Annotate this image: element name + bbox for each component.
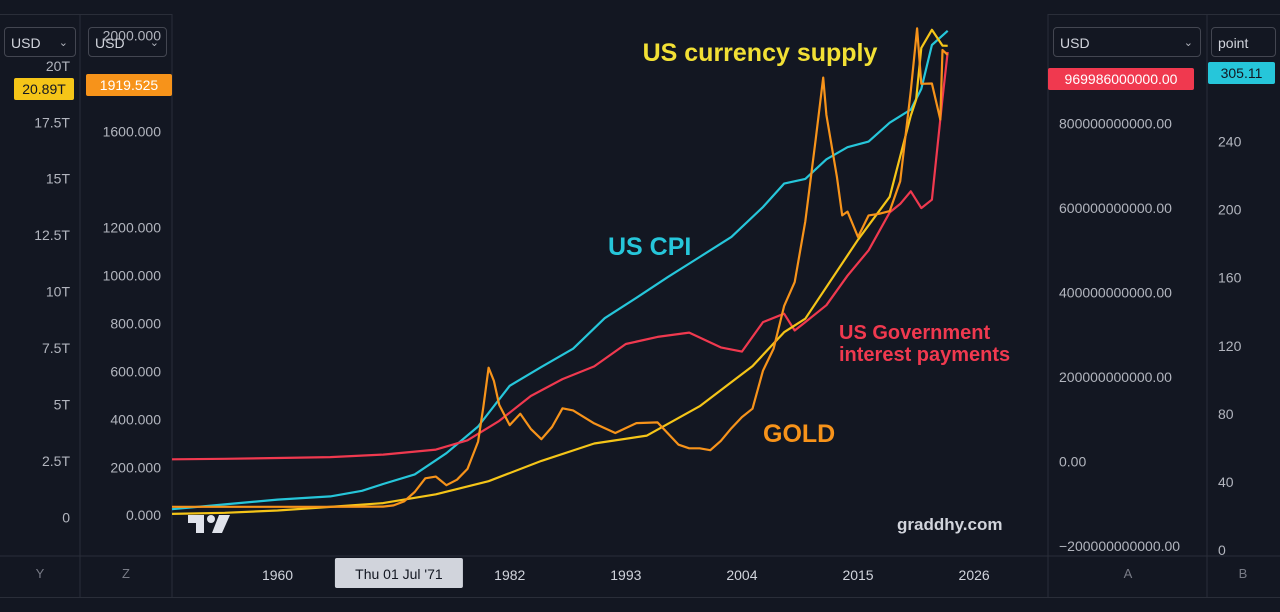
axis-b-tick-label: 200 xyxy=(1218,202,1242,218)
chart-text: US currency supply US CPI US Governmentint… xyxy=(188,39,1010,534)
x-tick-label: 2015 xyxy=(842,567,873,583)
axis-a-tick-label: 0.00 xyxy=(1059,453,1086,469)
currency-select-value: USD xyxy=(95,35,125,51)
last-value-badge-b: 305.11 xyxy=(1208,62,1275,84)
axis-z-tick-label: 0.000 xyxy=(126,507,161,523)
last-value-badge-z-bg xyxy=(86,74,172,96)
last-value-badge-a-bg xyxy=(1048,68,1194,90)
x-tick-label: 1960 xyxy=(262,567,293,583)
currency-select-a-axis[interactable]: USD ⌄ xyxy=(1053,27,1201,57)
crosshair-date-badge xyxy=(334,558,463,588)
series-lines xyxy=(171,27,949,515)
axis-z-tick-label: 200.000 xyxy=(110,459,161,475)
axis-z-tick-label: 600.000 xyxy=(110,363,161,379)
currency-select-z-axis[interactable]: USD ⌄ xyxy=(88,27,167,57)
last-value-badge-z: 1919.525 xyxy=(86,74,172,96)
axis-z-tick-label: 800.000 xyxy=(110,315,161,331)
axis-y-tick-label: 15T xyxy=(46,171,71,187)
plot-area xyxy=(172,14,1048,550)
currency-select-y-axis[interactable]: USD ⌄ xyxy=(4,27,76,57)
watermark-text: graddhy.com xyxy=(897,515,1002,534)
axis-y-tick-label: 17.5T xyxy=(34,114,70,130)
axis-z-tick-label: 2000.000 xyxy=(103,28,162,44)
logo-part xyxy=(207,515,215,523)
axis-z-tick-label: 1600.000 xyxy=(103,124,162,140)
last-value-badge-y-bg xyxy=(14,78,74,100)
axis-y-tick-label: 0 xyxy=(62,509,70,525)
axis-y-tick-label: 20T xyxy=(46,58,71,74)
x-tick-label: 2026 xyxy=(959,567,990,583)
axis-z-tick-label: 1000.000 xyxy=(103,267,162,283)
x-tick-label: 1993 xyxy=(610,567,641,583)
last-value-badge-a-text: 969986000000.00 xyxy=(1065,71,1178,87)
chevron-down-icon: ⌄ xyxy=(58,37,68,49)
last-value-badge-a: 969986000000.00 xyxy=(1048,68,1194,90)
axis-a-tick-label: 200000000000.00 xyxy=(1059,369,1172,385)
last-value-badge-b-text: 305.11 xyxy=(1221,65,1263,81)
axis-b-tick-label: 0 xyxy=(1218,542,1226,558)
axis-b-tick-label: 160 xyxy=(1218,270,1242,286)
bottom-toolbar-strip xyxy=(0,597,1280,612)
axis-z-tick-label: 400.000 xyxy=(110,411,161,427)
axis-b-tick-label: 120 xyxy=(1218,338,1242,354)
x-tick-label: 2004 xyxy=(726,567,757,583)
last-value-badge-b-bg xyxy=(1208,62,1275,84)
axis-b-tick-label: 80 xyxy=(1218,406,1234,422)
axis-a-tick-label: 600000000000.00 xyxy=(1059,200,1172,216)
annotation-interest-line1: US Government xyxy=(839,322,990,344)
series-line-us-cpi xyxy=(171,29,949,511)
axis-b-tick-label: 40 xyxy=(1218,474,1234,490)
chart-title: US currency supply xyxy=(643,39,878,67)
axis-y-tick-label: 2.5T xyxy=(42,453,70,469)
unit-select-value: point xyxy=(1218,35,1249,51)
last-value-badge-z-text: 1919.525 xyxy=(100,77,159,93)
axis-a-tick-label: −200000000000.00 xyxy=(1059,538,1180,554)
axis-b-tick-label: 240 xyxy=(1218,134,1242,150)
axis-corner-z: Z xyxy=(122,566,130,581)
last-value-badge-y: 20.89T xyxy=(14,78,74,100)
axis-y-tick-label: 5T xyxy=(54,396,71,412)
series-line-gold xyxy=(172,27,949,508)
unit-select-b-axis[interactable]: point xyxy=(1211,27,1276,57)
annotation-gold: GOLD xyxy=(763,420,835,448)
axis-a-tick-label: 400000000000.00 xyxy=(1059,285,1172,301)
chevron-down-icon: ⌄ xyxy=(149,37,159,49)
annotation-us-cpi: US CPI xyxy=(608,233,691,261)
tradingview-logo-icon xyxy=(188,515,230,533)
x-tick-label: 1982 xyxy=(494,567,525,583)
series-line-m2-money-supply xyxy=(171,28,948,515)
axis-corner-a: A xyxy=(1124,566,1133,581)
axis-corner-y: Y xyxy=(36,566,45,581)
axis-y-tick-label: 7.5T xyxy=(42,340,70,356)
crosshair-date-text: Thu 01 Jul '71 xyxy=(355,566,443,582)
axis-a-tick-label: 800000000000.00 xyxy=(1059,116,1172,132)
logo-part xyxy=(212,515,230,533)
axis-corner-b: B xyxy=(1239,566,1248,581)
pane-dividers xyxy=(0,14,1280,597)
axis-labels: 02.5T5T7.5T10T12.5T15T17.5T20T0.000200.0… xyxy=(14,28,1275,588)
annotation-interest-line2: interest payments xyxy=(839,344,1010,366)
chevron-down-icon: ⌄ xyxy=(1183,37,1193,49)
axis-z-tick-label: 1200.000 xyxy=(103,219,162,235)
axis-y-tick-label: 10T xyxy=(46,284,71,300)
axis-y-tick-label: 12.5T xyxy=(34,227,70,243)
currency-select-value: USD xyxy=(1060,35,1090,51)
series-line-us-government-interest-payments xyxy=(171,51,949,461)
currency-select-value: USD xyxy=(11,35,41,51)
logo-part xyxy=(188,515,204,533)
last-value-badge-y-text: 20.89T xyxy=(22,81,66,97)
